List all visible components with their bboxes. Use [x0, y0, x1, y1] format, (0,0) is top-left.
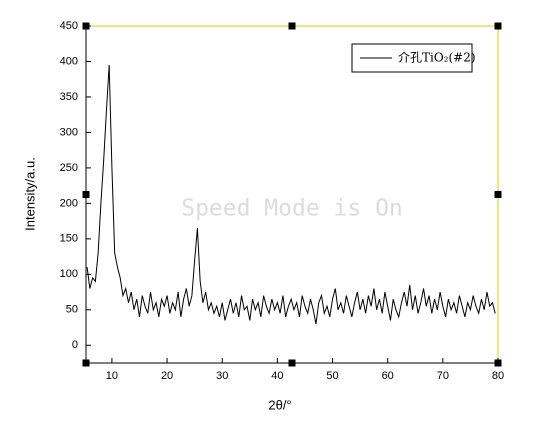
handle: [494, 191, 502, 198]
y-tick-label: 400: [60, 55, 78, 67]
y-tick-label: 0: [72, 339, 78, 351]
watermark: Speed Mode is On: [181, 196, 403, 222]
y-tick-label: 450: [60, 20, 78, 32]
y-tick-label: 50: [66, 304, 78, 316]
handle: [82, 191, 90, 198]
y-tick-label: 200: [60, 197, 78, 209]
selection-handles: [82, 22, 502, 367]
legend-label: 介孔TiO₂(#2): [398, 51, 476, 65]
x-tick-label: 50: [326, 370, 338, 382]
handle: [288, 359, 296, 367]
x-tick-label: 30: [216, 370, 228, 382]
handle: [82, 359, 90, 367]
handle: [494, 22, 502, 30]
x-tick-label: 40: [271, 370, 283, 382]
x-tick-label: 80: [492, 370, 504, 382]
y-tick-label: 350: [60, 91, 78, 103]
x-tick-label: 60: [382, 370, 394, 382]
data-line: [86, 64, 496, 325]
y-tick-label: 250: [60, 162, 78, 174]
y-axis-label: Intensity/a.u.: [22, 157, 37, 231]
x-tick-label: 10: [106, 370, 118, 382]
y-tick-label: 150: [60, 233, 78, 245]
x-axis-label: 2θ/°: [268, 397, 291, 412]
y-tick-label: 100: [60, 268, 78, 280]
handle: [288, 22, 296, 30]
y-tick-label: 300: [60, 126, 78, 138]
x-tick-label: 20: [161, 370, 173, 382]
x-tick-label: 70: [437, 370, 449, 382]
